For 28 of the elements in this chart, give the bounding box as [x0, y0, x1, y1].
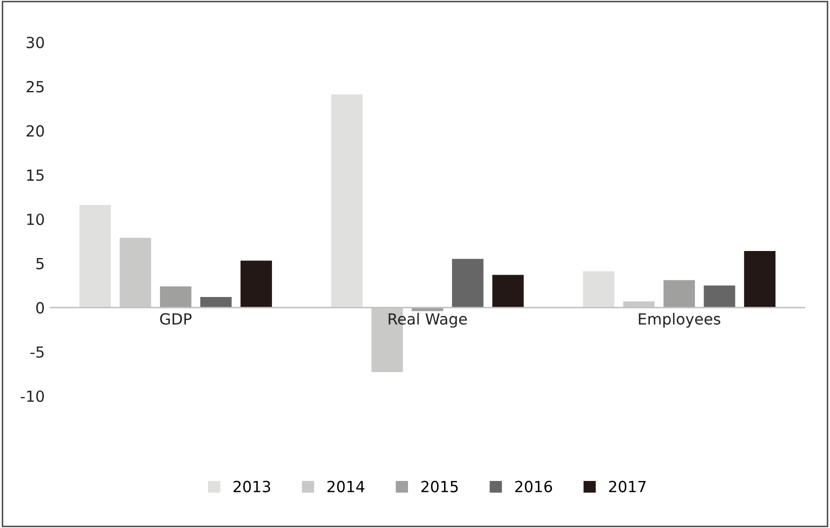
- x-tick-label: Employees: [638, 312, 720, 328]
- bar: [492, 274, 524, 308]
- legend-label: 2013: [234, 480, 270, 492]
- y-tick-label: 15: [27, 170, 44, 181]
- y-tick-label: 20: [26, 125, 44, 137]
- legend-label: 2016: [515, 480, 552, 492]
- bar: [200, 296, 232, 308]
- bar: [704, 285, 736, 308]
- bar: [331, 94, 363, 308]
- y-tick-label: -10: [20, 390, 44, 402]
- legend-label: 2015: [421, 480, 458, 492]
- legend-label: 2014: [327, 480, 364, 492]
- y-tick-label: 5: [36, 258, 44, 270]
- y-tick-label: 0: [36, 302, 44, 314]
- bar: [79, 204, 111, 308]
- y-tick-label: 30: [26, 36, 44, 48]
- y-tick-label: -5: [30, 346, 44, 358]
- y-tick-label: 10: [27, 214, 44, 226]
- x-tick-label: Real Wage: [388, 312, 467, 328]
- y-tick-label: 25: [26, 80, 44, 92]
- bar: [240, 260, 272, 308]
- bar: [664, 280, 695, 308]
- bar: [452, 258, 484, 308]
- legend-label: 2017: [609, 480, 646, 492]
- x-tick-label: GDP: [160, 313, 192, 325]
- bar: [744, 250, 776, 308]
- bar: [582, 271, 614, 308]
- bar: [160, 286, 192, 308]
